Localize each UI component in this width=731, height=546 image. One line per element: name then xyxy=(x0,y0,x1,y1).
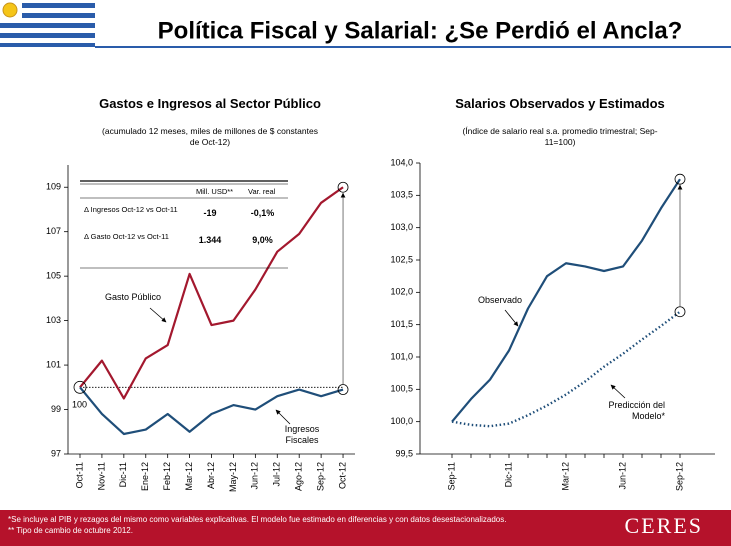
table-row-label: Δ Gasto Oct-12 vs Oct-11 xyxy=(84,232,169,241)
table-cell: -19 xyxy=(203,208,217,218)
x-tick-label: Jun-12 xyxy=(250,462,260,490)
x-tick-label: Oct-12 xyxy=(337,462,347,489)
footer-bar xyxy=(0,510,731,546)
y-tick-label: 99,5 xyxy=(395,448,413,458)
x-tick-label: Ene-12 xyxy=(140,462,150,491)
start-marker xyxy=(73,380,87,394)
y-tick-label: 102,0 xyxy=(390,287,413,297)
x-tick-label: Mar-12 xyxy=(184,462,194,491)
x-tick-label: Jul-12 xyxy=(272,462,282,487)
flag xyxy=(0,0,95,47)
chart-title: Salarios Observados y Estimados xyxy=(455,96,665,111)
x-tick-label: Sep-12 xyxy=(315,462,325,491)
y-tick-label: 101,0 xyxy=(390,351,413,361)
y-tick-label: 101 xyxy=(46,359,61,369)
end-marker xyxy=(674,306,686,318)
x-tick-label: May-12 xyxy=(228,462,238,492)
x-tick-label: Abr-12 xyxy=(206,462,216,489)
label-arrow xyxy=(504,309,519,327)
y-tick-label: 104,0 xyxy=(390,157,413,167)
x-tick-label: Dic-11 xyxy=(118,462,128,487)
reference-label: 100 xyxy=(72,400,87,410)
label-arrow xyxy=(610,384,626,399)
series-label: Gasto Público xyxy=(105,292,162,302)
x-tick-label: Dic-11 xyxy=(503,462,513,487)
series-line xyxy=(451,178,681,423)
x-tick-label: Ago-12 xyxy=(294,462,304,491)
y-tick-label: 99 xyxy=(51,404,61,414)
x-tick-label: Sep-12 xyxy=(674,462,684,491)
series-line xyxy=(79,386,344,436)
footnote: ** Tipo de cambio de octubre 2012. xyxy=(8,526,133,535)
y-tick-label: 107 xyxy=(46,226,61,236)
chart-subtitle: (Índice de salario real s.a. promedio tr… xyxy=(462,126,658,147)
end-marker xyxy=(674,173,686,185)
x-tick-label: Sep-11 xyxy=(446,462,456,490)
y-tick-label: 103,0 xyxy=(390,222,413,232)
slide-title: Política Fiscal y Salarial: ¿Se Perdió e… xyxy=(158,17,683,44)
label-arrow xyxy=(149,307,167,323)
x-tick-label: Oct-11 xyxy=(74,462,84,488)
end-marker xyxy=(337,181,349,193)
chart-subtitle: (acumulado 12 meses, miles de millones d… xyxy=(102,126,318,147)
y-tick-label: 103 xyxy=(46,315,61,325)
table-cell: -0,1% xyxy=(250,208,275,218)
footnote: *Se incluye al PIB y rezagos del mismo c… xyxy=(8,515,507,524)
label-arrow xyxy=(275,409,291,425)
series-line xyxy=(79,186,344,400)
table-row-label: Δ Ingresos Oct-12 vs Oct-11 xyxy=(84,205,178,214)
x-tick-label: Mar-12 xyxy=(560,462,570,491)
y-tick-label: 102,5 xyxy=(390,254,413,264)
logo: CERES xyxy=(625,513,703,538)
table-header: Var. real xyxy=(248,187,276,196)
table-header: Mill. USD** xyxy=(196,187,234,196)
series-label: Observado xyxy=(478,295,523,305)
x-tick-label: Nov-11 xyxy=(96,462,106,490)
table-cell: 9,0% xyxy=(252,235,273,245)
series-label: Ingresos Fiscales xyxy=(284,424,320,445)
y-tick-label: 100,5 xyxy=(390,384,413,394)
y-tick-label: 105 xyxy=(46,271,61,281)
table-cell: 1.344 xyxy=(198,235,222,245)
y-tick-label: 97 xyxy=(51,448,61,458)
series-label: Predicción del Modelo* xyxy=(608,400,665,421)
y-tick-label: 101,5 xyxy=(390,319,413,329)
y-tick-label: 100,0 xyxy=(390,416,413,426)
y-tick-label: 103,5 xyxy=(390,190,413,200)
y-tick-label: 109 xyxy=(46,182,61,192)
chart-title: Gastos e Ingresos al Sector Público xyxy=(99,96,321,111)
x-tick-label: Feb-12 xyxy=(162,462,172,491)
x-tick-label: Jun-12 xyxy=(617,462,627,490)
